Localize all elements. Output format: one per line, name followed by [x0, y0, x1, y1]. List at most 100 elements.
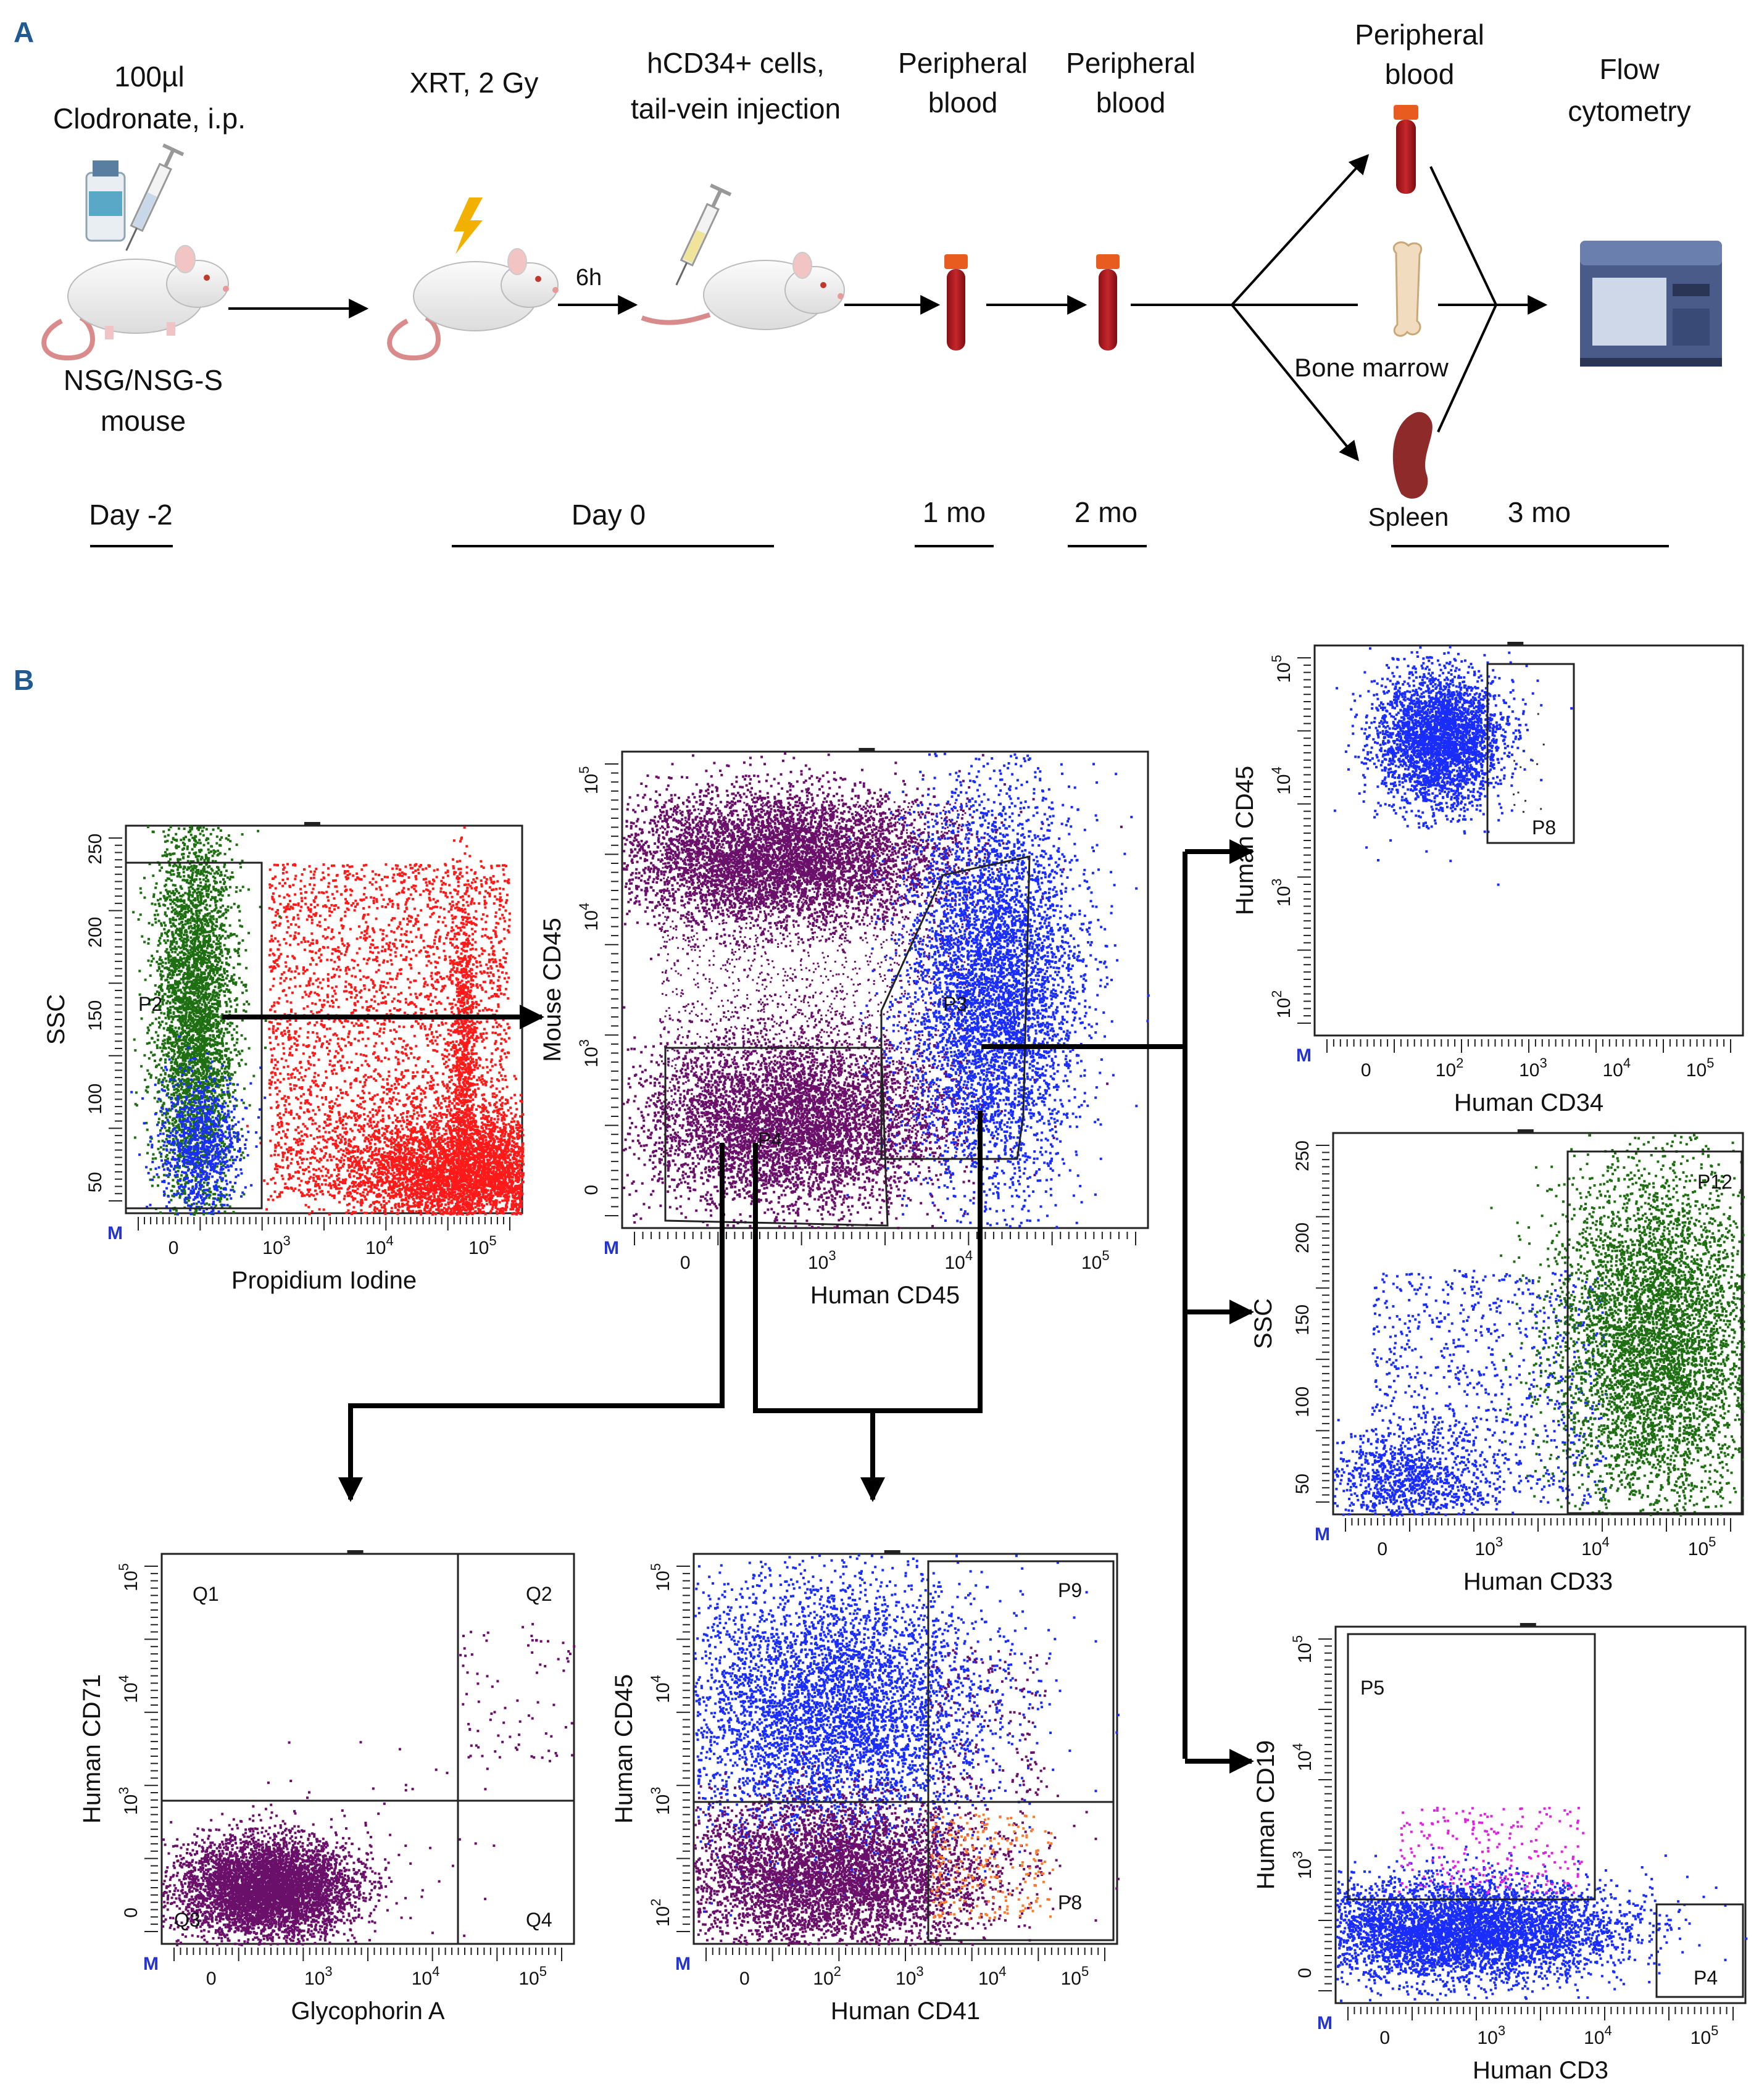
gate [927, 1801, 1115, 1941]
y-tick-label: 105 [116, 1563, 141, 1592]
bone-icon [1392, 241, 1423, 337]
m-marker: M [1315, 1524, 1330, 1545]
x-tick-label: 105 [1081, 1248, 1110, 1273]
m-marker: M [675, 1954, 691, 1974]
mouse-label-line1: NSG/NSG-S [64, 364, 223, 396]
gate-label: P4 [1694, 1967, 1718, 1989]
x-tick-label: 104 [978, 1964, 1007, 1989]
gate-label: P5 [1360, 1677, 1384, 1699]
y-axis-label: SSC [1250, 1298, 1277, 1349]
flow-cytometer-icon [1580, 241, 1722, 367]
x-tick-label: 102 [1436, 1055, 1464, 1081]
y-tick-label: 50 [1292, 1474, 1313, 1494]
gate [880, 855, 1031, 1160]
gate-label: Q4 [526, 1909, 552, 1931]
x-tick-label: 104 [944, 1248, 973, 1273]
x-tick-label: 104 [1581, 1534, 1610, 1559]
y-tick-label: 104 [1269, 766, 1294, 795]
x-tick-label: 103 [304, 1964, 333, 1989]
x-tick-label: 105 [1690, 2023, 1719, 2048]
x-tick-label: 0 [1361, 1060, 1371, 1081]
y-tick-label: 150 [85, 1000, 106, 1031]
month-1: 1 mo [923, 496, 986, 528]
x-tick-label: 103 [896, 1964, 924, 1989]
step-injection-line1: hCD34+ cells, [647, 47, 825, 79]
day-minus2: Day -2 [89, 499, 172, 531]
x-axis-label: Human CD34 [1454, 1089, 1603, 1116]
y-tick-label: 50 [85, 1172, 106, 1192]
step-flow-line2: cytometry [1568, 95, 1690, 127]
mouse-icon [387, 248, 559, 361]
x-axis-label: Glycophorin A [291, 1998, 444, 2025]
x-tick-label: 105 [518, 1964, 547, 1989]
plot-cd34: 0 102 103 104 105 105 104 103 102 Human CD34 Human… [1231, 642, 1744, 1116]
y-tick-label: 105 [1269, 655, 1294, 683]
plot-frame [1313, 644, 1744, 1037]
step-clodronate-line2: Clodronate, i.p. [53, 102, 246, 135]
blood-tube-icon [1096, 254, 1120, 351]
y-tick-label: 105 [648, 1563, 673, 1592]
gate-label: Q2 [526, 1583, 552, 1605]
x-tick-label: 104 [365, 1233, 394, 1258]
x-tick-label: 0 [1377, 1539, 1387, 1559]
axis-ticks [676, 1566, 1105, 1961]
arrow-to-pb [1231, 154, 1370, 306]
x-tick-label: 0 [680, 1253, 691, 1273]
axis-ticks [1318, 1638, 1734, 2020]
y-tick-label: 104 [576, 903, 602, 931]
x-tick-label: 0 [1379, 2028, 1390, 2048]
gate-label: P3 [943, 993, 967, 1015]
spleen-icon [1392, 412, 1433, 499]
axis-ticks [109, 837, 510, 1231]
gate-label: P8 [1058, 1891, 1082, 1914]
m-marker: M [1296, 1045, 1312, 1066]
x-tick-label: 103 [1519, 1055, 1547, 1081]
panel-letter-b: B [14, 664, 34, 696]
x-axis-label: Human CD33 [1463, 1568, 1613, 1595]
vial-icon [85, 160, 126, 242]
blood-tube-icon [1394, 105, 1418, 194]
x-tick-label: 103 [808, 1248, 836, 1273]
x-axis-label: Human CD3 [1473, 2057, 1608, 2084]
plot-cd33: 0 103 104 105 250 200 150 100 50 Human CD33 SSC M P1… [1250, 1129, 1745, 1595]
axis-ticks [605, 763, 1136, 1245]
x-tick-label: 103 [1478, 2023, 1506, 2048]
x-tick-label: 0 [739, 1969, 750, 1989]
y-axis-label: Human CD19 [1252, 1740, 1279, 1890]
x-axis-label: Human CD41 [831, 1998, 980, 2025]
y-tick-label: 104 [1290, 1743, 1315, 1772]
syringe-icon [125, 143, 185, 251]
step-xrt: XRT, 2 Gy [410, 67, 539, 99]
mouse-icon [41, 245, 229, 361]
step-blood3-line2: blood [1385, 58, 1455, 90]
gate-label: P9 [1058, 1579, 1082, 1601]
y-axis-label: Human CD45 [1231, 766, 1258, 915]
m-marker: M [1317, 2013, 1333, 2033]
x-tick-label: 105 [468, 1233, 497, 1258]
line-pb-merge [1429, 166, 1497, 305]
plot-hcd45: 0 103 104 105 105 104 103 0 Human CD45 Mouse CD45… [539, 748, 1150, 1309]
gate-label: Q3 [174, 1909, 201, 1931]
x-tick-label: 104 [412, 1964, 440, 1989]
x-tick-label: 105 [1688, 1534, 1716, 1559]
x-tick-label: 0 [206, 1969, 217, 1989]
plot-cd41: 0 102 103 104 105 105 104 103 102 Human CD41 Human… [610, 1550, 1120, 2025]
bone-marrow-label: Bone marrow [1294, 353, 1449, 382]
month-2: 2 mo [1075, 496, 1137, 528]
gate [664, 1047, 889, 1227]
m-marker: M [604, 1238, 619, 1258]
spleen-label: Spleen [1368, 502, 1449, 531]
axis-ticks [144, 1566, 562, 1961]
lightning-icon [454, 197, 483, 254]
y-axis-label: SSC [43, 994, 70, 1045]
y-tick-label: 103 [116, 1787, 141, 1815]
y-tick-label: 103 [576, 1039, 602, 1068]
step-clodronate-line1: 100µl [114, 60, 184, 93]
plot-pi: 0 103 104 105 250 200 150 100 50 Propidium Iodine… [43, 822, 525, 1294]
step-blood3-line1: Peripheral [1355, 19, 1484, 51]
y-tick-label: 105 [1290, 1635, 1315, 1664]
y-tick-label: 102 [1269, 990, 1294, 1019]
y-tick-label: 100 [85, 1084, 106, 1114]
gate-label: P8 [1532, 816, 1556, 839]
step-injection-line2: tail-vein injection [631, 93, 841, 125]
